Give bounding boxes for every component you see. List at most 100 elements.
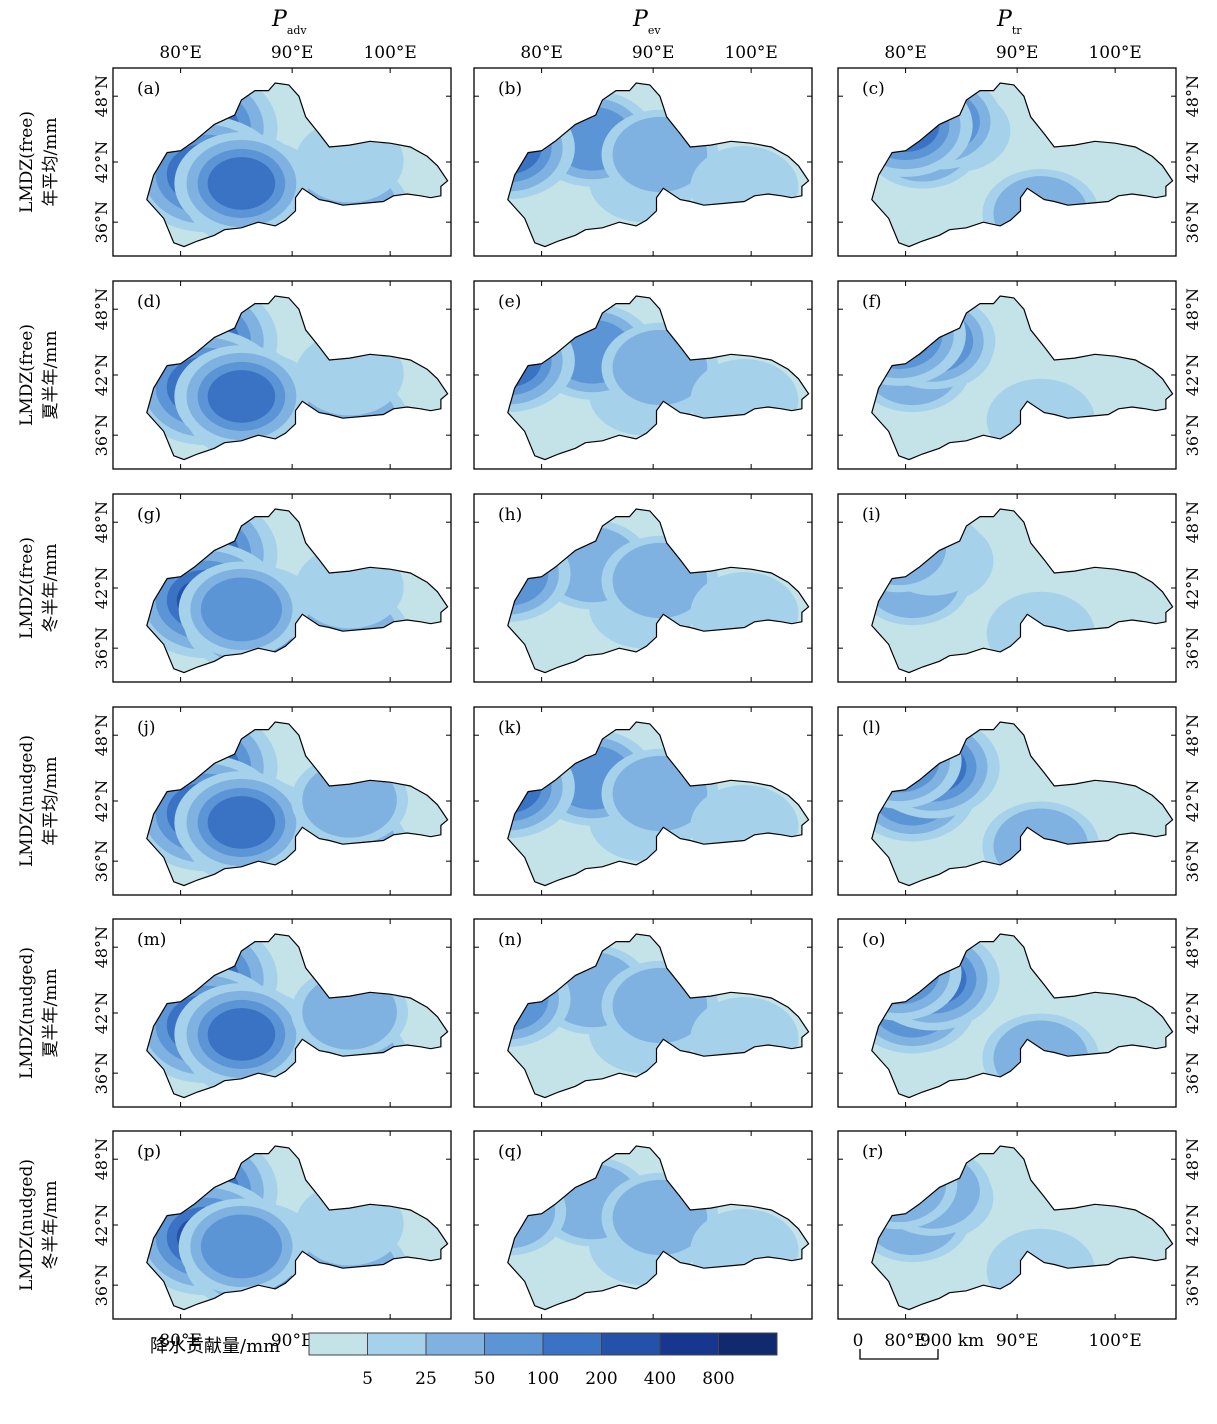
- map-panels: (a) (b) (c) (d) (e) (f) (g) (h) (i) (j) (k) (l) (m) (…: [112, 67, 1177, 1320]
- column-headers: Padv Pev Ptr: [271, 7, 1022, 37]
- lat-tick-label: 36°N: [1183, 1052, 1202, 1094]
- lon-tick-label: 80°E: [520, 43, 563, 63]
- legend-swatch: [425, 1332, 485, 1356]
- region-outline: [871, 295, 1174, 461]
- lat-tick-label: 48°N: [92, 1138, 111, 1180]
- lon-tick-label: 80°E: [884, 1331, 927, 1351]
- lat-tick-label: 48°N: [1183, 501, 1202, 543]
- svg-text:LMDZ(nudged): LMDZ(nudged): [17, 947, 37, 1079]
- row-label: LMDZ(nudged) 年平均/mm: [17, 735, 61, 867]
- panel-label: (p): [137, 1142, 161, 1162]
- legend-title: 降水贡献量/mm: [150, 1336, 280, 1357]
- map-panel: (k): [473, 706, 813, 896]
- legend-swatch: [367, 1332, 427, 1356]
- panel-label: (f): [862, 292, 882, 312]
- lon-tick-label: 90°E: [996, 43, 1039, 63]
- lat-tick-label: 48°N: [1183, 288, 1202, 330]
- legend-swatch: [308, 1332, 368, 1356]
- legend-break-label: 400: [644, 1369, 676, 1389]
- map-panel: (b): [473, 67, 813, 257]
- row-label: LMDZ(nudged) 夏半年/mm: [17, 947, 61, 1079]
- lat-tick-label: 36°N: [92, 1264, 111, 1306]
- map-panel: (p): [112, 1130, 452, 1320]
- svg-text:LMDZ(free): LMDZ(free): [17, 537, 37, 639]
- lon-tick-label: 100°E: [724, 43, 777, 63]
- lat-tick-label: 42°N: [1183, 141, 1202, 183]
- lat-tick-label: 36°N: [1183, 201, 1202, 243]
- map-panel: (a): [112, 67, 452, 257]
- map-panel: (f): [837, 280, 1177, 470]
- lon-tick-label: 100°E: [1088, 1331, 1141, 1351]
- region-outline: [146, 295, 449, 461]
- svg-text:冬半年/mm: 冬半年/mm: [41, 1181, 61, 1270]
- lat-tick-label: 36°N: [1183, 1264, 1202, 1306]
- map-panel: (l): [837, 706, 1177, 896]
- lat-tick-label: 42°N: [92, 141, 111, 183]
- map-panel: (r): [837, 1130, 1177, 1320]
- panel-label: (l): [862, 718, 881, 738]
- lat-tick-label: 36°N: [92, 201, 111, 243]
- legend-break-label: 800: [702, 1369, 734, 1389]
- map-panel: (c): [837, 67, 1177, 257]
- row-label: LMDZ(free) 年平均/mm: [17, 111, 61, 213]
- lat-tick-label: 48°N: [92, 501, 111, 543]
- svg-text:年平均/mm: 年平均/mm: [41, 118, 61, 207]
- legend-swatch: [484, 1332, 544, 1356]
- svg-text:冬半年/mm: 冬半年/mm: [41, 544, 61, 633]
- region-outline: [507, 1145, 810, 1311]
- lon-tick-label: 80°E: [884, 43, 927, 63]
- lon-tick-label: 90°E: [271, 43, 314, 63]
- column-header-ev: Pev: [632, 7, 661, 37]
- lon-tick-label: 100°E: [363, 43, 416, 63]
- lat-tick-label: 42°N: [92, 354, 111, 396]
- map-panel: (i): [837, 493, 1177, 683]
- lat-tick-label: 48°N: [92, 288, 111, 330]
- lon-tick-label: 80°E: [159, 43, 202, 63]
- lat-tick-label: 48°N: [1183, 1138, 1202, 1180]
- lat-tick-label: 48°N: [1183, 714, 1202, 756]
- map-panel: (o): [837, 918, 1177, 1108]
- lat-tick-label: 48°N: [1183, 926, 1202, 968]
- lat-tick-label: 36°N: [92, 414, 111, 456]
- region-outline: [146, 82, 449, 248]
- map-panel: (h): [473, 493, 813, 683]
- panel-label: (h): [498, 505, 522, 525]
- panel-label: (e): [498, 292, 521, 312]
- region-outline: [871, 1145, 1174, 1311]
- svg-text:LMDZ(nudged): LMDZ(nudged): [17, 735, 37, 867]
- lat-tick-label: 42°N: [92, 780, 111, 822]
- colorbar-legend: 降水贡献量/mm 5 25 50 100 200 400 800: [150, 1332, 778, 1389]
- svg-text:LMDZ(free): LMDZ(free): [17, 111, 37, 213]
- lat-tick-label: 48°N: [92, 926, 111, 968]
- legend-break-label: 25: [415, 1369, 437, 1389]
- region-outline: [507, 933, 810, 1099]
- region-outline: [507, 295, 810, 461]
- scale-bar-line: [859, 1349, 939, 1360]
- legend-break-label: 5: [362, 1369, 373, 1389]
- lat-tick-label: 42°N: [1183, 354, 1202, 396]
- region-outline: [507, 721, 810, 887]
- panel-label: (i): [862, 505, 881, 525]
- map-panel: (g): [112, 493, 452, 683]
- svg-text:年平均/mm: 年平均/mm: [41, 757, 61, 846]
- region-outline: [871, 82, 1174, 248]
- panel-label: (n): [498, 930, 522, 950]
- map-panel: (e): [473, 280, 813, 470]
- region-outline: [146, 721, 449, 887]
- panel-label: (d): [137, 292, 161, 312]
- legend-break-label: 200: [585, 1369, 617, 1389]
- region-outline: [871, 933, 1174, 1099]
- lon-tick-label: 90°E: [271, 1331, 314, 1351]
- panel-label: (j): [137, 718, 156, 738]
- region-outline: [146, 1145, 449, 1311]
- lat-tick-label: 42°N: [1183, 780, 1202, 822]
- lat-tick-label: 36°N: [92, 1052, 111, 1094]
- scale-zero: 0: [853, 1331, 864, 1351]
- lat-tick-label: 48°N: [92, 75, 111, 117]
- row-label: LMDZ(nudged) 冬半年/mm: [17, 1159, 61, 1291]
- panel-label: (r): [862, 1142, 883, 1162]
- lat-tick-label: 42°N: [92, 1204, 111, 1246]
- map-panel: (j): [112, 706, 452, 896]
- top-longitude-axis: 80°E 90°E 100°E 80°E 90°E 100°E 80°E 90°E 100°E: [159, 43, 1142, 63]
